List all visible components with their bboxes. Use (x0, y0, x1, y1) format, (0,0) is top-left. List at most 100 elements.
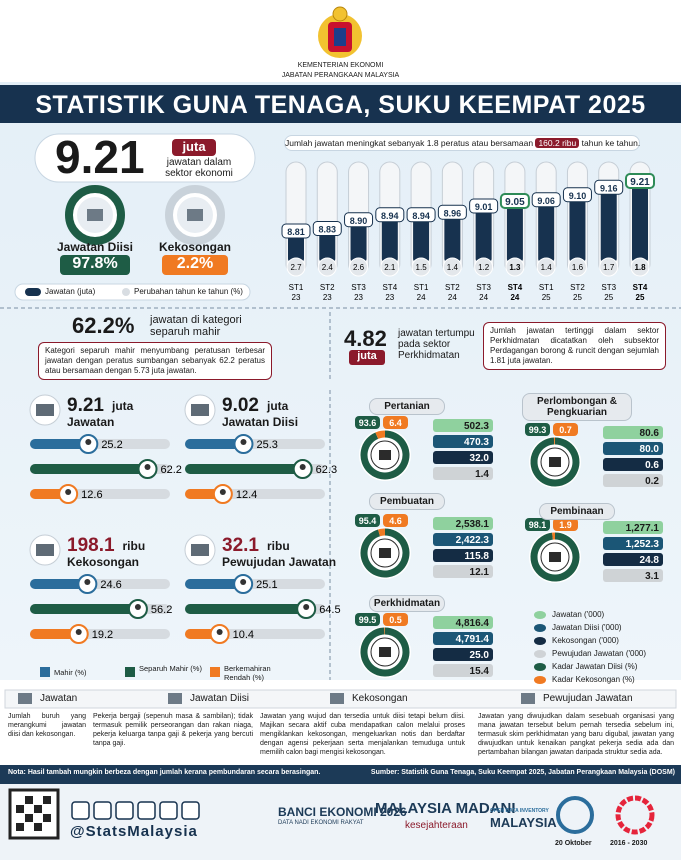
sector-icon (549, 552, 561, 562)
qr-cell (25, 796, 33, 804)
sector-legend: Pewujudan Jawatan ('000) (552, 649, 647, 658)
jobs-label: 8.81 (287, 227, 305, 237)
change-dot (349, 257, 369, 277)
stat-value: 80.0 (640, 444, 660, 455)
tube-fill (444, 213, 461, 262)
share-bar (185, 579, 244, 589)
share-label: 25.2 (101, 439, 122, 451)
rate-pill (525, 518, 550, 531)
value-box (375, 207, 405, 223)
share-label: 12.6 (81, 489, 102, 501)
panel-label: Jawatan (67, 415, 115, 429)
rate-pill (383, 514, 408, 527)
panel-unit: ribu (122, 539, 146, 553)
logo-text: MALAYSIA (490, 815, 557, 830)
share-icon-head (84, 579, 91, 585)
quarter-label: ST2 (445, 283, 460, 292)
legend-swatch (210, 667, 220, 677)
change-dot (536, 257, 556, 277)
value-box (562, 187, 592, 203)
logo-text: kesejahteraan (405, 820, 468, 831)
vacancy-rate: 0.7 (559, 425, 572, 435)
share-bar (30, 579, 88, 589)
share-label: 64.5 (319, 604, 340, 616)
social-icon (137, 801, 156, 820)
sector-icon (549, 457, 561, 467)
trend-note-part: Jumlah jawatan meningkat sebanyak 1.8 pe… (285, 138, 534, 148)
rate-pill (383, 416, 408, 429)
footer-note: Nota: Hasil tambah mungkin berbeza denga… (8, 769, 321, 776)
year-label: 24 (417, 293, 426, 302)
value-box (469, 198, 499, 214)
stat-box (433, 616, 493, 629)
donut-vacancy (378, 528, 386, 537)
legend-swatch (534, 663, 546, 671)
legend-change: Perubahan tahun ke tahun (%) (134, 287, 243, 296)
share-icon-head (240, 579, 247, 585)
tube-fill (632, 182, 648, 262)
term-icon (168, 693, 182, 704)
stat-box (603, 458, 663, 471)
stat-box (433, 565, 493, 578)
stat-box (433, 533, 493, 546)
stat-value: 502.3 (464, 421, 489, 432)
share-label: 25.3 (256, 439, 277, 451)
services-note: Jumlah jawatan tertinggi dalam sektor Pe… (483, 322, 666, 370)
share-bar (30, 604, 138, 614)
jobs-total: 9.21 (55, 131, 145, 183)
logo-mark (615, 795, 655, 835)
jobs-label: 8.94 (381, 211, 399, 221)
social-icon (181, 801, 200, 820)
tube-fill (538, 200, 555, 262)
logo-text: 20 Oktober (555, 840, 592, 847)
change-label: 1.8 (634, 263, 646, 272)
year-label: 23 (323, 293, 332, 302)
vacancy-rate: 2.2% (162, 255, 228, 275)
rate-pill (553, 518, 578, 531)
stat-value: 12.1 (470, 567, 490, 578)
skill-share: 62.2% (72, 313, 135, 338)
jobs-label: 9.10 (569, 191, 587, 201)
share-label: 19.2 (92, 629, 113, 641)
stat-box (603, 442, 663, 455)
year-label: 25 (573, 293, 582, 302)
sector-icon (379, 548, 391, 558)
donut-filled (360, 528, 410, 578)
rate-pill (355, 514, 380, 527)
logo-text: BANCI EKONOMI 2026 (278, 805, 407, 819)
services-caption: jawatan tertumpu pada sektor Perkhidmata… (398, 328, 475, 361)
share-icon-head (144, 464, 151, 470)
share-icon-head (75, 629, 82, 635)
value-box (406, 207, 436, 223)
legend-swatch (534, 624, 546, 632)
tube-fill (600, 188, 617, 262)
legend-swatch (40, 667, 50, 677)
rate-pill (355, 613, 380, 626)
value-box (312, 221, 342, 236)
share-icon-head (303, 604, 310, 610)
share-bar (185, 439, 244, 449)
share-label: 12.4 (236, 489, 257, 501)
quarter-label: ST4 (382, 283, 397, 292)
share-icon-head (299, 464, 306, 470)
stat-box (603, 426, 663, 439)
panel-icon-shape (36, 544, 54, 556)
skill-legend: Berkemahiran Rendah (%) (224, 664, 271, 682)
term-icon (330, 693, 344, 704)
stat-value: 0.6 (645, 460, 659, 471)
change-dot (286, 257, 306, 277)
stat-box (603, 474, 663, 487)
services-value: 4.82 (344, 326, 387, 351)
filled-label: Jawatan Diisi (56, 240, 134, 254)
change-label: 1.3 (509, 263, 521, 272)
vacancy-ring (165, 185, 225, 245)
definition: Jawatan yang wujud dan tersedia untuk di… (260, 713, 465, 756)
value-box (344, 212, 374, 228)
stat-box (433, 451, 493, 464)
jobs-label: 9.16 (600, 183, 618, 193)
jobs-label: 9.01 (475, 202, 493, 212)
change-dot (630, 257, 650, 277)
panel-unit: ribu (267, 539, 290, 553)
quarter-label: ST2 (320, 283, 335, 292)
